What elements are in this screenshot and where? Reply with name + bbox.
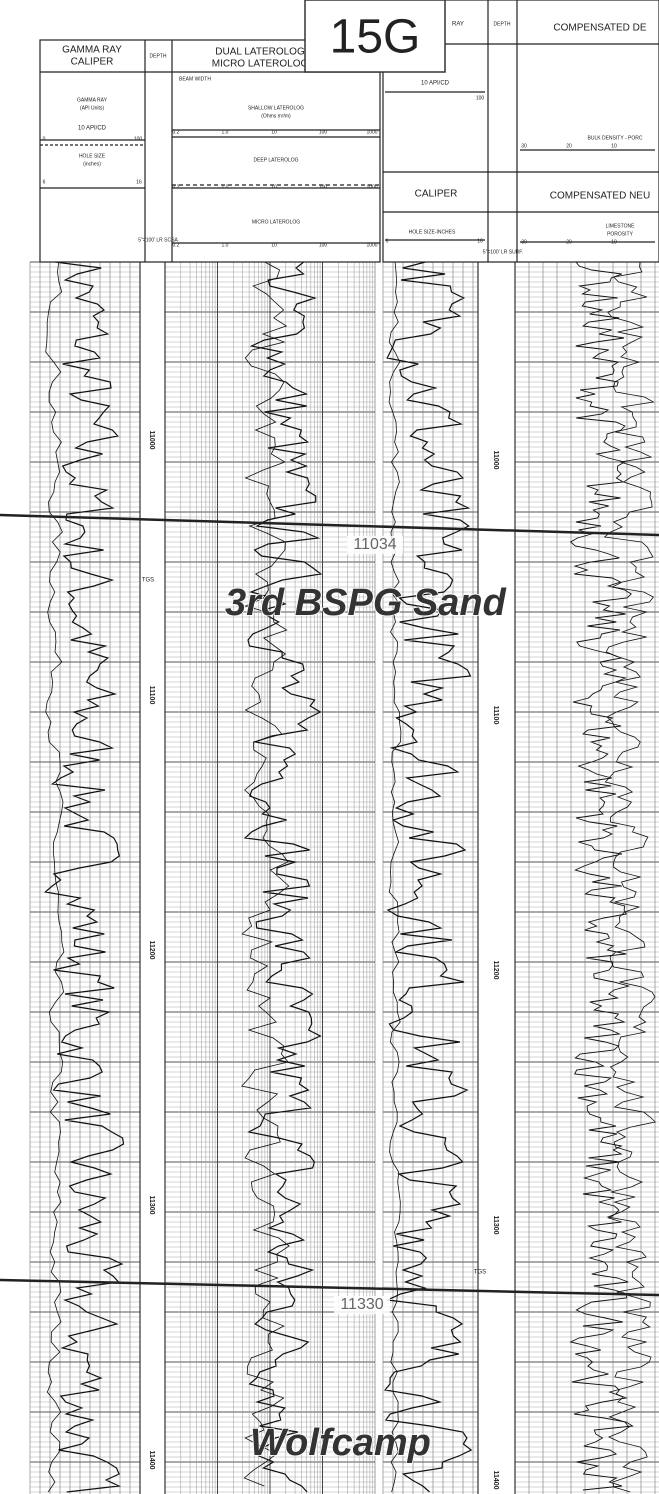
depth-label: 11100 [148,686,155,705]
header-text: 0 [43,136,46,142]
log-curve [569,261,634,1491]
scale-label: 10 [611,143,617,149]
scale-label: 10 [271,184,277,190]
header-text: COMPENSATED NEU [550,191,650,202]
header-text: MICRO LATEROLOG [212,59,309,70]
scale-label: 0.2 [173,184,180,190]
marker-line [0,513,659,537]
header-text: HOLE SIZE-INCHES [409,229,456,235]
header-text: DEPTH [150,53,167,59]
log-curve [383,261,473,1493]
marker-box [334,1296,390,1314]
log-curve [43,261,125,1493]
log-curve [603,261,657,1493]
header-text: (inches) [83,161,101,167]
scale-label: 1000 [366,184,377,190]
formation-label: Wolfcamp [250,1422,431,1464]
header-text: BULK DENSITY - PORC [588,135,643,141]
header-text: RAY [452,22,464,28]
header-text: 10 API/CD [421,81,450,87]
header-text: GAMMA RAY [77,97,108,103]
badge-text: 15G [330,11,421,64]
scale-label: 100 [319,184,328,190]
scale-label: 0.2 [173,242,180,248]
formation-label: 3rd BSPG Sand [225,582,507,624]
depth-label: 11000 [148,430,155,449]
scale-label: 1000 [366,129,377,135]
header-text: BEAM WIDTH [179,76,211,82]
header-text: DEEP LATEROLOG [253,157,298,163]
header-text: 100 [134,136,143,142]
scale-label: 10 [271,129,277,135]
depth-label: 11100 [492,706,499,725]
depth-label: 11400 [492,1470,499,1489]
marker-depth: 11330 [340,1296,383,1313]
header-text: 16 [136,179,142,185]
header-text: LIMESTONE [606,223,635,229]
scale-label: 30 [521,143,527,149]
header-text: 16 [477,238,483,244]
badge: 15G [304,0,446,73]
depth-label: 11300 [148,1195,155,1214]
header-text: 100 [476,95,485,101]
depth-label: 11400 [148,1450,155,1469]
header-text: MICRO LATEROLOG [252,219,300,225]
depth-label: 11200 [148,940,155,959]
scale-label: 30 [521,239,527,245]
header-text: CALIPER [415,189,458,200]
depth-label: 11300 [492,1215,499,1234]
log-curve [241,261,290,1487]
header-text: COMPENSATED DE [553,23,646,34]
scale-label: 10 [611,239,617,245]
scale-label: 1.0 [222,184,229,190]
scale-label: 10 [271,242,277,248]
header-text: HOLE SIZE [79,153,106,159]
header-text: GAMMA RAY [62,45,122,56]
header-text: POROSITY [607,231,634,237]
marker-line [0,1278,659,1297]
scale-label: 1.0 [222,242,229,248]
header-text: 6 [43,179,46,185]
depth-label: 11000 [492,450,499,469]
annotation: TGS [474,1270,486,1276]
marker-depth: 11034 [353,536,396,553]
log-grid [29,261,659,1494]
header-text: 10 API/CD [78,126,107,132]
header-text: 5"=100' LR SCSA [138,237,178,243]
scale-label: 1.0 [222,129,229,135]
header-text: 6 [386,238,389,244]
annotation: TGS [142,578,154,584]
scale-label: 0.2 [173,129,180,135]
log-curve [388,261,402,1493]
header-text: DEPTH [494,21,511,27]
header-text: CALIPER [71,57,114,68]
header-text: SHALLOW LATEROLOG [248,105,304,111]
header-text: DUAL LATEROLOG [215,47,305,58]
scale-label: 100 [319,129,328,135]
marker-box [347,536,403,554]
header-text: (API Units) [80,105,105,111]
badge-box [304,0,446,73]
depth-label: 11200 [492,960,499,979]
scale-label: 100 [319,242,328,248]
scale-label: 1000 [366,242,377,248]
scale-label: 20 [566,239,572,245]
log-curve [45,261,65,1493]
header-text: 5"=100' LR SURF. [483,249,523,255]
scale-label: 20 [566,143,572,149]
header-text: (Ohms m²/m) [261,113,291,119]
